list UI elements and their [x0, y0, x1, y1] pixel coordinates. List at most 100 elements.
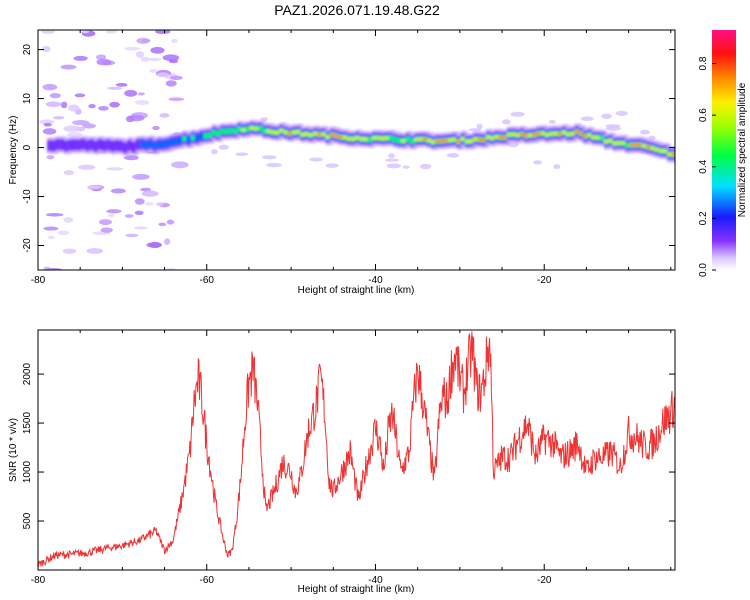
spectrogram-cell	[64, 140, 72, 152]
spectrogram-noise-blob	[388, 153, 395, 159]
spectrogram-noise-blob	[149, 241, 162, 249]
spectrogram-cell	[625, 142, 633, 148]
spectrogram-noise-blob	[67, 104, 80, 112]
spectrogram-cell	[258, 125, 266, 131]
spectrogram-noise-blob	[57, 230, 70, 236]
spectrogram-cell	[604, 139, 612, 144]
spectrogram-cell	[650, 146, 658, 150]
spectrogram-cell	[477, 138, 485, 141]
spectrogram-cell	[148, 139, 156, 148]
spectrogram-cell	[384, 136, 392, 140]
spectrogram-noise-blob	[171, 38, 178, 43]
spectrogram-noise-blob	[605, 125, 621, 131]
spectrogram-noise-blob	[162, 54, 180, 62]
spectrogram-cell	[325, 135, 333, 139]
snr-plot-area	[38, 330, 675, 570]
spectrogram-cell	[553, 131, 561, 136]
spectrogram-cell	[224, 128, 232, 134]
spectrogram-cell	[359, 137, 367, 141]
spectrogram-cell	[393, 137, 401, 143]
spectrogram-cell	[270, 130, 278, 134]
spectrogram-noise-blob	[124, 214, 134, 218]
spectrogram-cell	[76, 139, 84, 151]
spectrogram-noise-blob	[124, 155, 139, 161]
spectrogram-cell	[494, 135, 502, 139]
spectrogram-noise-blob	[169, 75, 183, 80]
spectrogram-y-axis-label: Frequency (Hz)	[8, 116, 19, 185]
spectrogram-cell	[144, 141, 152, 149]
colorbar-tick-label: 0.4	[698, 159, 709, 173]
spectrogram-noise-blob	[73, 55, 88, 61]
spectrogram-cell	[671, 153, 675, 156]
spectrogram-noise-blob	[46, 155, 55, 160]
spectrogram-cell	[608, 138, 616, 143]
spectrogram-cell	[464, 139, 472, 144]
spectrogram-cell	[502, 136, 510, 139]
spectrogram-cell	[182, 136, 190, 142]
snr-x-axis-label: Height of straight line (km)	[298, 584, 415, 595]
spectrogram-ticks: -80 -60 -40 -20 -20 -10 0 10 20	[22, 30, 675, 286]
spectrogram-cell	[452, 137, 460, 142]
spectrogram-cell	[363, 137, 371, 141]
spectrogram-noise-blob	[63, 125, 81, 132]
spectrogram-noise-blob	[95, 54, 107, 60]
spectrogram-cell	[549, 132, 557, 136]
spectrogram-cell	[47, 140, 55, 152]
spectrogram-cell	[186, 136, 194, 144]
spectrogram-noise-blob	[140, 187, 152, 192]
spectrogram-cell	[473, 137, 481, 141]
spectrogram-cell	[165, 139, 173, 148]
spectrogram-noise-blob	[132, 173, 150, 180]
spectrogram-cell	[587, 133, 595, 137]
figure-title: PAZ1.2026.071.19.48.G22	[274, 2, 440, 18]
spectrogram-cell	[334, 134, 342, 137]
spectrogram-cell	[106, 139, 114, 151]
spectrogram-noise-blob	[100, 227, 113, 233]
spectrogram-cell	[266, 129, 274, 133]
spectrogram-noise-blob	[218, 144, 229, 150]
spectrogram-noise-blob	[149, 69, 159, 73]
spectrogram-noise-blob	[106, 167, 124, 171]
spectrogram-noise-blob	[156, 202, 164, 207]
y-tick-label: 1500	[22, 412, 33, 435]
spectrogram-cell	[591, 135, 599, 140]
spectrogram-noise-blob	[140, 56, 150, 62]
spectrogram-noise-blob	[260, 117, 269, 122]
spectrogram-cell	[220, 128, 228, 134]
spectrogram-cell	[570, 132, 578, 136]
spectrogram-panel: -80 -60 -40 -20 -20 -10 0 10 20 Height of straig…	[8, 29, 676, 296]
spectrogram-noise-blob	[45, 101, 62, 108]
spectrogram-noise-blob	[43, 123, 52, 127]
spectrogram-cell	[637, 143, 645, 146]
spectrogram-noise-blob	[533, 160, 543, 165]
colorbar-tick-label: 0.0	[698, 263, 709, 277]
spectrogram-noise-blob	[386, 163, 402, 169]
spectrogram-cell	[663, 149, 671, 153]
spectrogram-noise-blob	[266, 162, 282, 168]
spectrogram-cell	[371, 136, 379, 140]
spectrogram-cell	[346, 136, 354, 141]
spectrogram-cell	[241, 128, 249, 132]
y-tick-label: -20	[22, 238, 33, 253]
spectrogram-noise-blob	[45, 212, 64, 217]
spectrogram-cell	[93, 140, 101, 152]
spectrogram-cell	[296, 130, 304, 134]
spectrogram-cell	[519, 132, 527, 136]
y-tick-label: 0	[22, 144, 33, 150]
spectrogram-noise-blob	[171, 161, 189, 169]
spectrogram-cell	[561, 130, 569, 135]
spectrogram-cell	[51, 140, 59, 152]
spectrogram-cell	[97, 138, 105, 150]
spectrogram-cell	[287, 132, 295, 135]
spectrogram-cell	[414, 137, 422, 142]
spectrogram-noise-blob	[109, 101, 120, 108]
spectrogram-cell	[211, 129, 219, 135]
colorbar-tick-label: 0.2	[698, 211, 709, 225]
snr-series-line	[38, 331, 675, 568]
spectrogram-cell	[641, 144, 649, 148]
spectrogram-noise-blob	[47, 235, 56, 240]
colorbar-tick-label: 0.6	[698, 108, 709, 122]
spectrogram-cell	[595, 135, 603, 140]
colorbar-tick-label: 0.8	[698, 56, 709, 70]
